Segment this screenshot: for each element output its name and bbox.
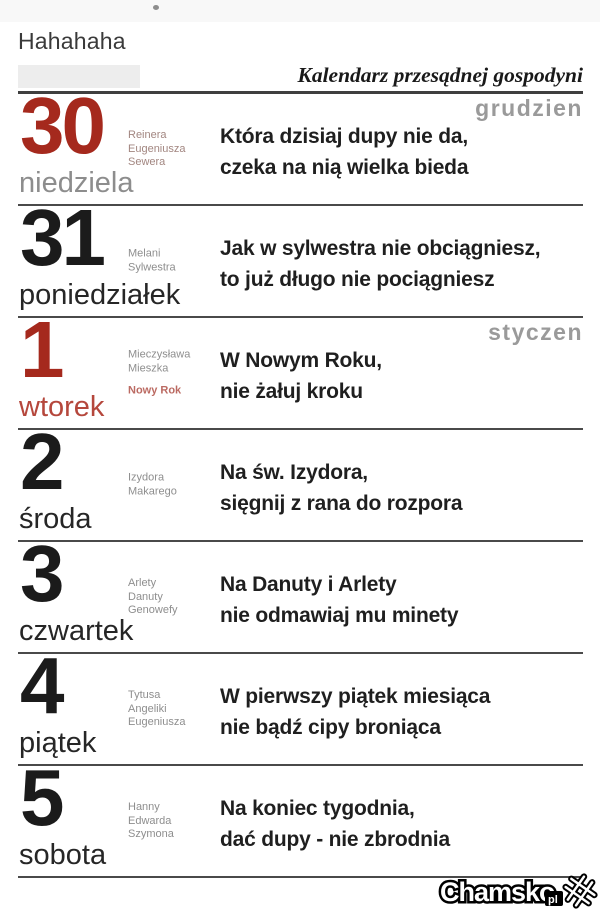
month-label: styczen (488, 319, 583, 345)
chamsko-watermark: Chamsko pl (438, 873, 598, 910)
day-number: 3 (20, 529, 64, 618)
name-day: Genowefy (128, 603, 178, 616)
proverb-text: Która dzisiaj dupy nie da, czeka na nią … (220, 121, 468, 183)
crossed-pitchforks-icon (562, 873, 598, 909)
day-number: 31 (20, 193, 106, 282)
name-days-list: Izydora Makarego (128, 472, 177, 499)
day-number: 2 (20, 417, 64, 506)
calendar-title: Kalendarz przesądnej gospodyni (297, 63, 583, 87)
proverb-line-2: nie odmawiaj mu minety (220, 604, 459, 628)
name-day: Melani (128, 247, 161, 260)
proverb-line-1: Na koniec tygodnia, (220, 797, 415, 821)
name-days-list: Hanny Edwarda Szymona (128, 801, 174, 842)
name-day: Angeliki (128, 702, 167, 715)
proverb-line-2: nie żałuj kroku (220, 380, 363, 404)
proverb-line-1: Na Danuty i Arlety (220, 573, 397, 597)
proverb-line-2: dać dupy - nie zbrodnia (220, 828, 450, 852)
day-name: piątek (19, 727, 97, 759)
day-name: niedziela (19, 167, 134, 199)
top-background-band (0, 0, 600, 22)
name-day: Tytusa (128, 688, 161, 701)
day-number: 4 (20, 641, 64, 730)
proverb-text: W Nowym Roku, nie żałuj kroku (220, 345, 382, 407)
watermark-tld-box (545, 891, 563, 906)
proverb-text: W pierwszy piątek miesiąca nie bądź cipy… (220, 681, 490, 743)
name-day: Eugeniusza (128, 715, 186, 728)
name-day: Edwarda (128, 814, 172, 827)
calendar-rows: 30 niedziela Reinera Eugeniusza Sewera gru… (18, 86, 583, 878)
day-number: 30 (20, 81, 106, 170)
proverb-line-2: nie bądź cipy broniąca (220, 716, 441, 740)
name-days-list: Tytusa Angeliki Eugeniusza (128, 689, 186, 730)
watermark-tld-text: pl (548, 894, 558, 906)
calendar-logo-placeholder (18, 65, 140, 88)
calendar-day-row: 3 czwartek Arlety Danuty Genowefy Na Danut… (18, 534, 583, 654)
month-label: grudzien (475, 95, 583, 121)
day-name: czwartek (19, 615, 134, 647)
name-day: Danuty (128, 590, 163, 603)
name-day: Mieszka (128, 361, 169, 374)
name-day: Sylwestra (128, 261, 176, 273)
name-day: Hanny (128, 800, 160, 813)
calendar-header: Kalendarz przesądnej gospodyni (18, 62, 583, 94)
day-number: 5 (20, 753, 64, 842)
name-days-list: Reinera Eugeniusza Sewera (128, 129, 186, 170)
name-day: Reinera (128, 128, 167, 141)
caption-text: Hahahaha (18, 28, 126, 54)
proverb-line-1: W Nowym Roku, (220, 349, 382, 373)
holiday-label: Nowy Rok (128, 384, 182, 397)
proverb-line-2: sięgnij z rana do rozpora (220, 492, 463, 516)
calendar-day-row: 31 poniedziałek Melani Sylwestra Jak w sy… (18, 198, 583, 318)
name-day: Eugeniusza (128, 142, 186, 155)
proverb-text: Na św. Izydora, sięgnij z rana do rozpor… (220, 457, 463, 519)
proverb-text: Jak w sylwestra nie obciągniesz, to już … (220, 233, 541, 295)
watermark-site-text: Chamsko (440, 877, 555, 907)
tiny-ui-dot (153, 5, 159, 10)
day-number: 1 (20, 305, 64, 394)
name-day: Arlety (128, 576, 157, 589)
name-days-list: Melani Sylwestra (128, 248, 176, 275)
day-name: poniedziałek (19, 279, 181, 311)
name-day: Sewera (128, 155, 166, 168)
day-name: środa (19, 503, 92, 535)
name-day: Makarego (128, 485, 177, 497)
proverb-line-1: Jak w sylwestra nie obciągniesz, (220, 237, 541, 261)
calendar-day-row: 5 sobota Hanny Edwarda Szymona Na koniec t… (18, 758, 583, 878)
name-day: Mieczysława (128, 348, 191, 361)
calendar-page: Kalendarz przesądnej gospodyni 30 niedzi… (18, 62, 583, 878)
name-day: Izydora (128, 471, 165, 484)
name-day: Szymona (128, 827, 174, 840)
name-days-list: Arlety Danuty Genowefy (128, 577, 178, 618)
proverb-line-1: Która dzisiaj dupy nie da, (220, 125, 469, 149)
calendar-day-row: 30 niedziela Reinera Eugeniusza Sewera gru… (18, 86, 583, 206)
day-name: wtorek (19, 391, 105, 423)
proverb-line-1: Na św. Izydora, (220, 461, 368, 485)
proverb-text: Na Danuty i Arlety nie odmawiaj mu minet… (220, 569, 459, 631)
proverb-line-1: W pierwszy piątek miesiąca (220, 685, 491, 709)
calendar-day-row: 4 piątek Tytusa Angeliki Eugeniusza W pier… (18, 646, 583, 766)
proverb-text: Na koniec tygodnia, dać dupy - nie zbrod… (220, 793, 450, 855)
proverb-line-2: to już długo nie pociągniesz (220, 268, 495, 292)
name-days-list: Mieczysława Mieszka Nowy Rok (128, 348, 190, 398)
calendar-day-row: 1 wtorek Mieczysława Mieszka Nowy Rok styc… (18, 310, 583, 430)
proverb-line-2: czeka na nią wielka bieda (220, 156, 469, 180)
day-name: sobota (19, 839, 107, 871)
calendar-day-row: 2 środa Izydora Makarego Na św. Izydora, … (18, 422, 583, 542)
